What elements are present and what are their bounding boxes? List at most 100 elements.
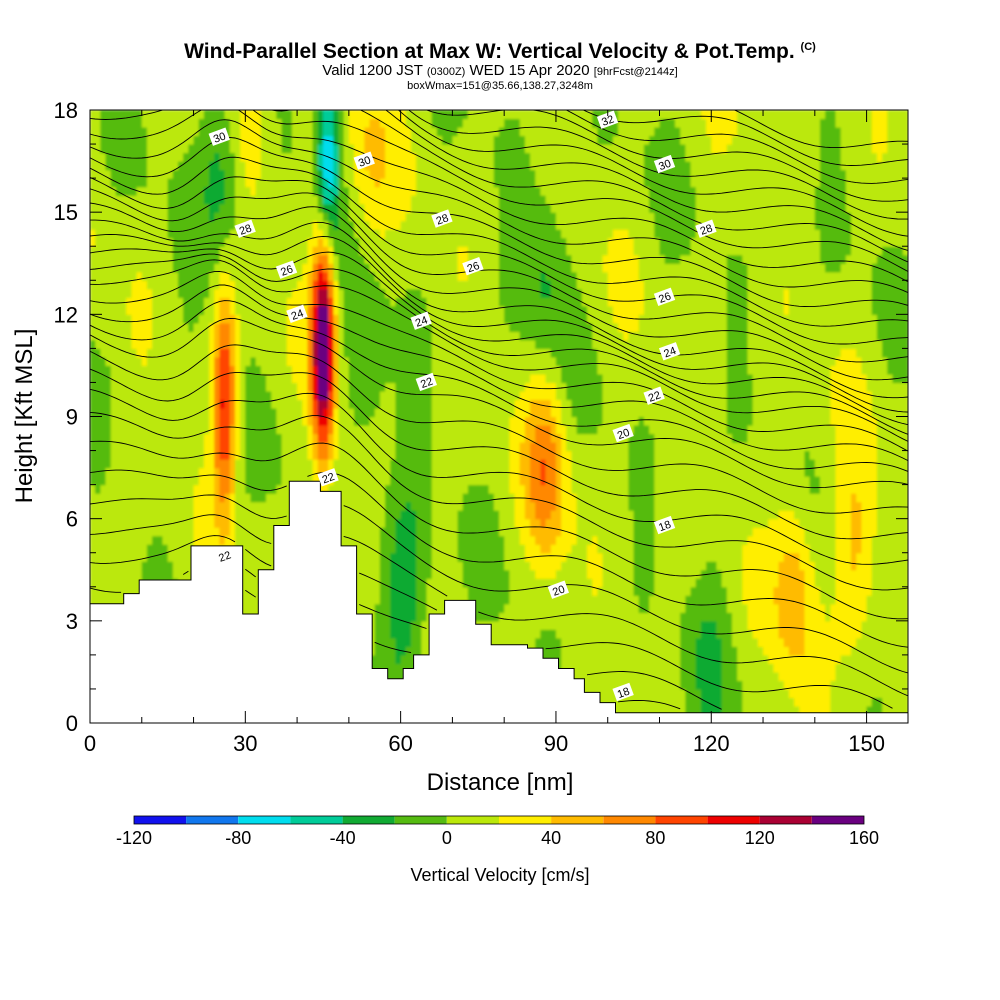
velocity-cell [302,288,309,298]
velocity-cell [250,569,257,579]
velocity-cell [121,348,127,358]
velocity-cell [343,399,350,409]
velocity-cell [442,314,448,324]
velocity-cell [271,229,277,239]
velocity-cell [348,339,355,349]
velocity-cell [385,425,391,435]
velocity-cell [162,544,169,554]
velocity-cell [395,263,402,273]
velocity-cell [410,220,417,230]
velocity-cell [405,254,412,264]
velocity-cell [224,501,231,511]
velocity-cell [193,305,200,315]
velocity-cell [250,135,257,145]
velocity-cell [271,518,277,528]
velocity-cell [105,246,112,256]
velocity-cell [359,305,365,315]
velocity-cell [343,288,350,298]
velocity-cell [131,246,138,256]
velocity-cell [369,595,376,605]
velocity-cell [405,612,412,622]
velocity-cell [266,271,272,281]
velocity-cell [359,195,365,205]
velocity-cell [105,144,112,154]
velocity-cell [260,501,267,511]
velocity-cell [436,442,443,452]
velocity-cell [245,212,252,222]
velocity-cell [379,127,386,137]
velocity-cell [131,501,138,511]
velocity-cell [385,135,391,145]
velocity-cell [214,212,221,222]
velocity-cell [198,518,205,528]
velocity-cell [322,254,329,264]
velocity-cell [152,373,158,384]
velocity-cell [126,569,133,579]
velocity-cell [369,169,376,179]
velocity-cell [410,271,417,281]
velocity-cell [400,612,407,622]
velocity-cell [390,416,397,426]
velocity-cell [395,212,402,222]
velocity-cell [276,493,283,503]
velocity-cell [188,271,195,281]
velocity-cell [266,229,272,239]
velocity-cell [286,365,293,375]
velocity-cell [271,127,277,137]
velocity-cell [359,501,365,511]
velocity-cell [105,169,112,179]
velocity-cell [203,246,210,256]
velocity-cell [364,365,371,375]
velocity-cell [255,433,262,443]
velocity-cell [312,365,319,375]
velocity-cell [426,484,433,494]
velocity-cell [400,527,407,537]
velocity-cell [312,237,319,247]
velocity-cell [322,271,329,281]
velocity-cell [400,229,407,239]
velocity-cell [442,365,448,375]
velocity-cell [250,493,257,503]
velocity-cell [219,331,226,341]
velocity-cell [188,322,195,332]
velocity-cell [390,425,397,435]
velocity-cell [291,229,298,239]
velocity-cell [100,518,107,528]
velocity-cell [214,297,221,307]
velocity-cell [328,339,334,349]
velocity-cell [234,263,241,273]
velocity-cell [405,203,412,213]
velocity-cell [198,186,205,196]
velocity-cell [322,373,329,384]
velocity-cell [157,348,164,358]
velocity-cell [214,254,221,264]
velocity-cell [105,552,112,562]
velocity-cell [188,220,195,230]
velocity-cell [266,237,272,247]
velocity-cell [307,425,314,435]
velocity-cell [426,305,433,315]
velocity-cell [136,339,143,349]
velocity-cell [131,527,138,537]
velocity-cell [426,433,433,443]
velocity-cell [354,450,360,460]
velocity-cell [416,237,422,247]
velocity-cell [198,280,205,290]
velocity-cell [286,195,293,205]
velocity-cell [219,297,226,307]
velocity-cell [333,331,340,341]
velocity-cell [348,399,355,409]
velocity-cell [250,433,257,443]
velocity-cell [302,450,309,460]
velocity-cell [271,186,277,196]
velocity-cell [131,382,138,392]
velocity-cell [322,484,329,494]
velocity-cell [229,237,236,247]
velocity-cell [157,178,164,188]
velocity-cell [302,365,309,375]
velocity-cell [431,135,438,145]
velocity-cell [271,365,277,375]
velocity-cell [281,161,288,171]
velocity-cell [426,527,433,537]
velocity-cell [183,518,189,528]
